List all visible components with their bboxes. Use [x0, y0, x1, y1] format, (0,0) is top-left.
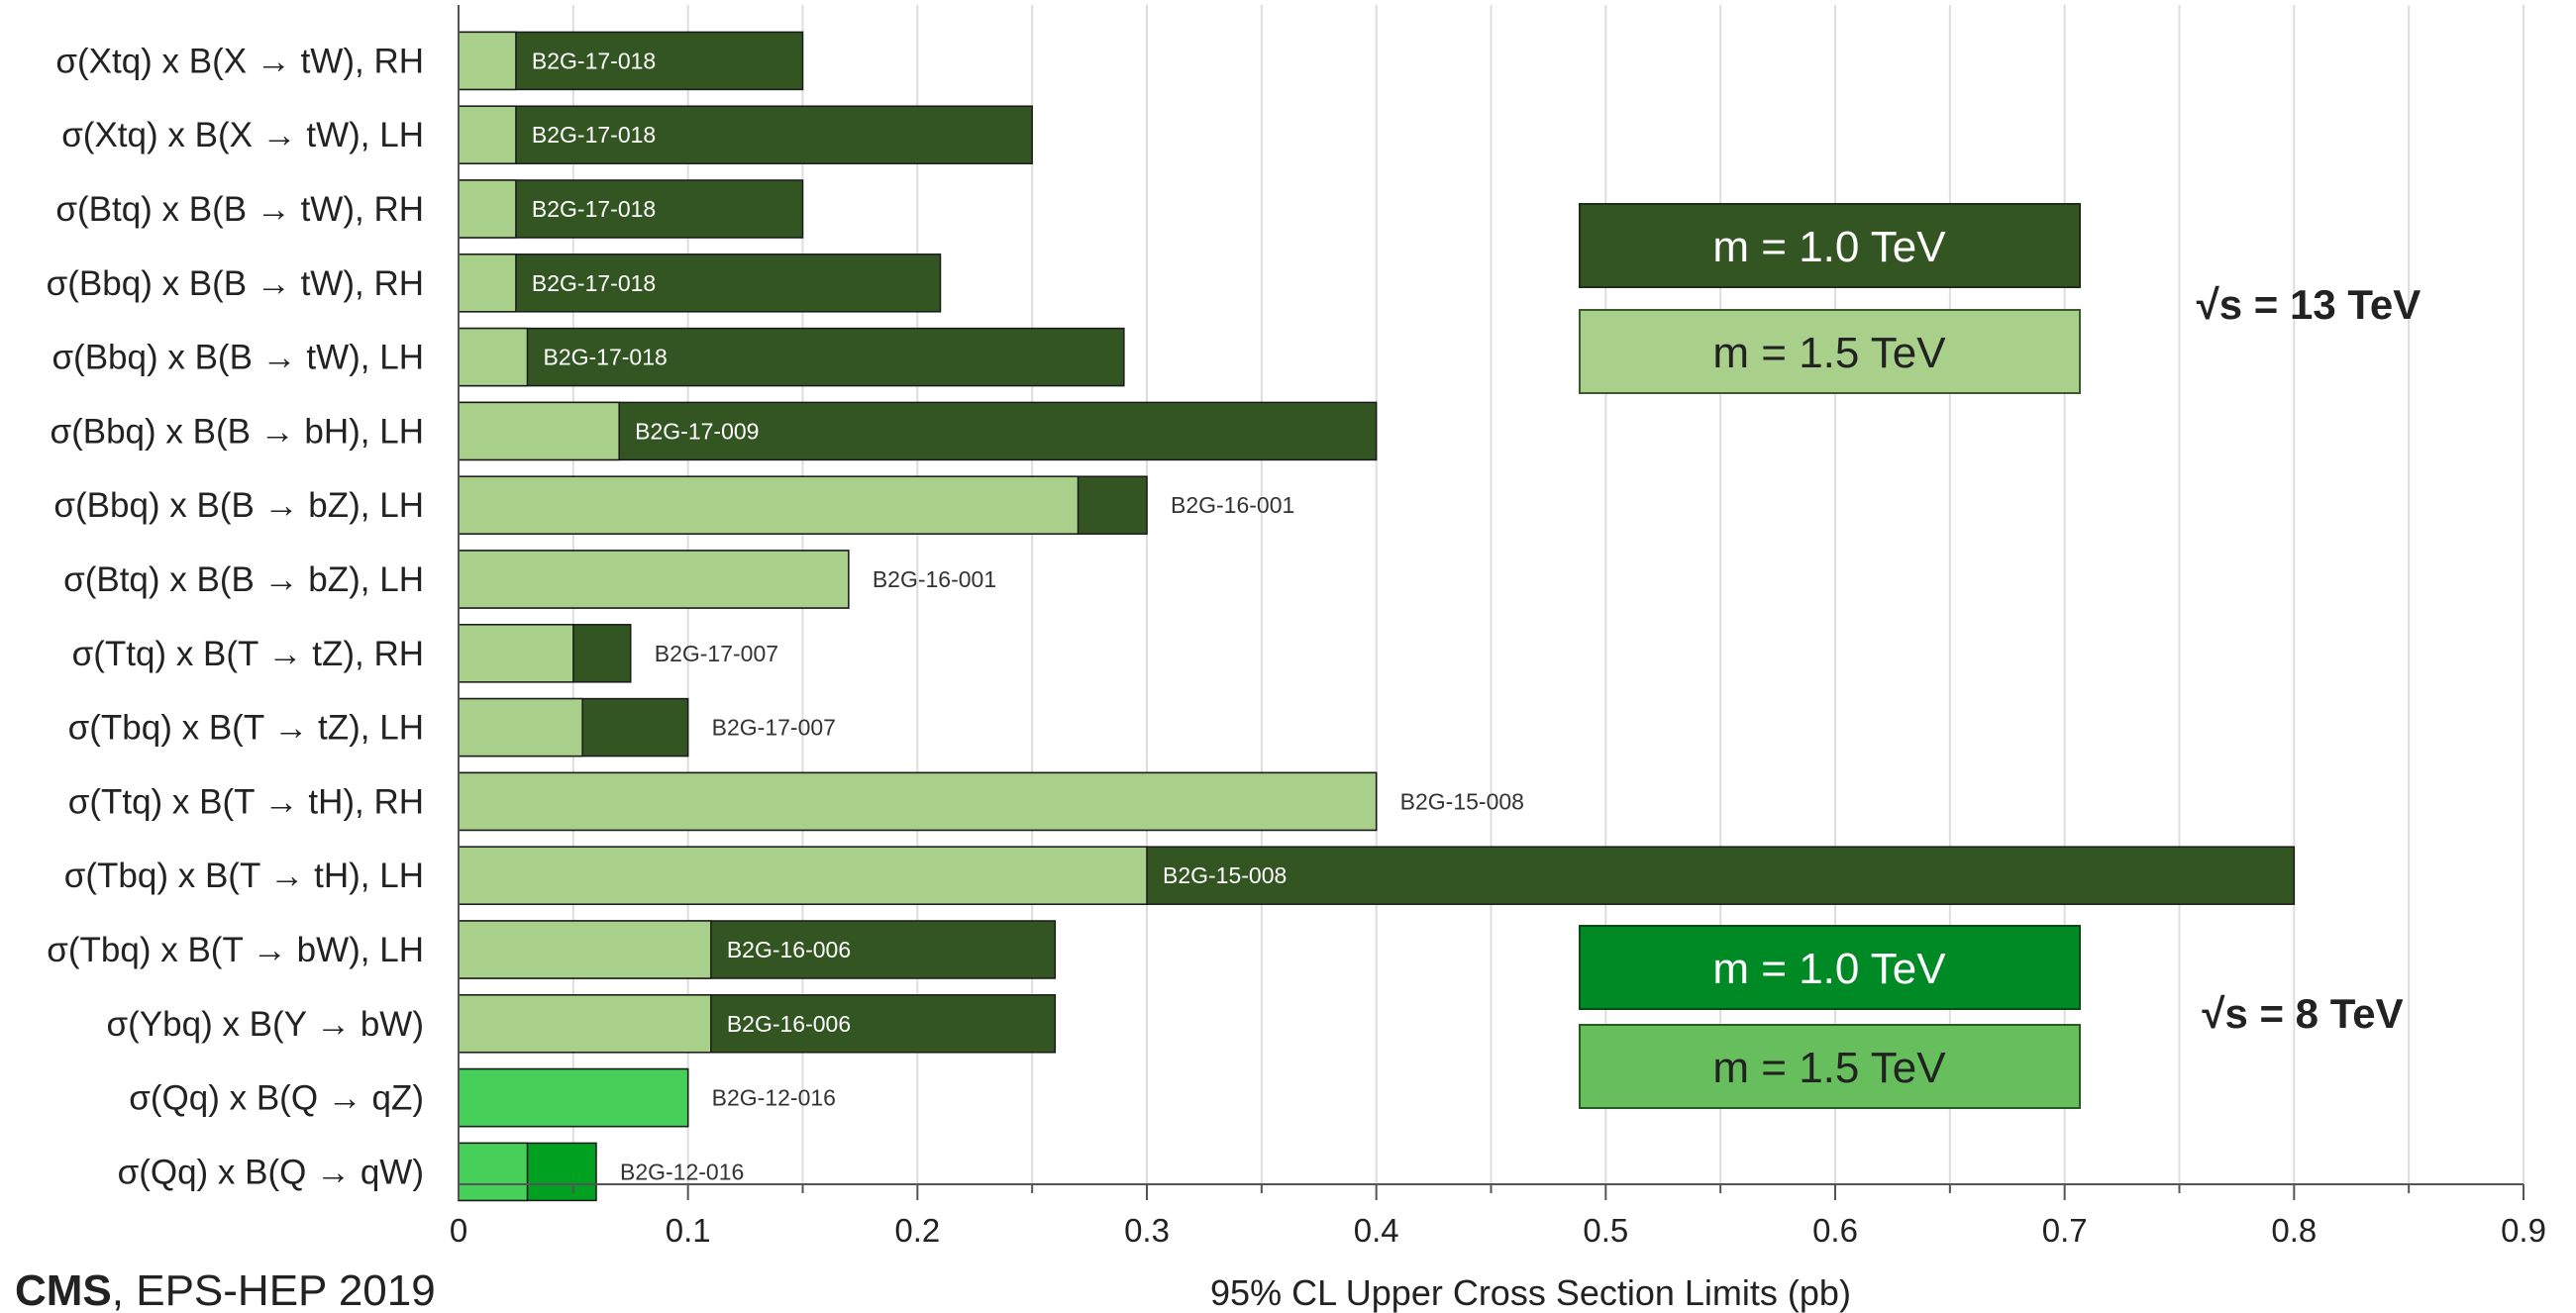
legend-13tev: m = 1.0 TeV m = 1.5 TeV √s = 13 TeV	[1579, 203, 2421, 394]
legend-13-dark-label: m = 1.0 TeV	[1712, 223, 1946, 271]
bar-m1500	[458, 327, 529, 387]
bar-m1500	[458, 771, 1378, 832]
row-label: σ(Bbq) x B(B → bH), LH	[50, 412, 424, 451]
bar-m1500	[458, 31, 517, 91]
row-label: σ(Tbq) x B(T → tZ), LH	[68, 709, 424, 748]
row-label: σ(Btq) x B(B → bZ), LH	[63, 560, 424, 599]
legend-8-light-label: m = 1.5 TeV	[1712, 1044, 1946, 1092]
x-tick-label: 0.8	[2271, 1212, 2317, 1249]
x-tick-label: 0.4	[1354, 1212, 1399, 1249]
analysis-tag-label: B2G-17-018	[544, 345, 668, 370]
x-tick-label: 0	[450, 1212, 467, 1249]
bar-m1500	[458, 1067, 689, 1128]
row-label: σ(Tbq) x B(T → tH), LH	[64, 857, 424, 895]
row-label: σ(Btq) x B(B → tW), RH	[55, 190, 424, 229]
legend-8-light-swatch	[1579, 1024, 2081, 1109]
bar-m1500	[458, 550, 850, 609]
bar-m1500	[458, 846, 1148, 905]
legend-13-light-swatch	[1579, 309, 2081, 394]
x-tick-label: 0.7	[2042, 1212, 2088, 1249]
bar-m1000	[458, 327, 1125, 387]
row-label: σ(Bbq) x B(B → tW), LH	[52, 339, 424, 377]
bar-m1500	[458, 105, 517, 164]
analysis-tag-label: B2G-17-018	[532, 196, 656, 222]
analysis-tag-label: B2G-15-008	[1163, 862, 1287, 888]
bar-m1500	[458, 920, 712, 979]
row-label: σ(Bbq) x B(B → bZ), LH	[53, 486, 424, 525]
bar-m1500	[458, 994, 712, 1054]
footer-caption: CMS, EPS-HEP 2019	[15, 1266, 436, 1313]
analysis-tag-label: B2G-16-006	[727, 1011, 851, 1037]
row-label: σ(Xtq) x B(X → tW), LH	[61, 116, 424, 154]
x-tick-label: 0.1	[666, 1212, 711, 1249]
row-label: σ(Xtq) x B(X → tW), RH	[55, 42, 424, 80]
analysis-tag-label: B2G-12-016	[620, 1159, 744, 1184]
x-axis: 0 0.1 0.2 0.3 0.4 0.5 0.6 0.7 0.8 0.9 95% CL Upper…	[450, 5, 2546, 1313]
legend-8tev: m = 1.0 TeV m = 1.5 TeV √s = 8 TeV	[1579, 925, 2404, 1109]
legend-13-dark-swatch	[1579, 203, 2081, 288]
row-labels: σ(Xtq) x B(X → tW), RH σ(Xtq) x B(X → tW)…	[47, 42, 424, 1191]
x-tick-label: 0.3	[1124, 1212, 1170, 1249]
row-label: σ(Qq) x B(Q → qW)	[118, 1153, 424, 1191]
row-label: σ(Ttq) x B(T → tH), RH	[68, 782, 424, 821]
analysis-tag-label: B2G-16-001	[873, 566, 996, 592]
legend-8-dark-swatch	[1579, 925, 2081, 1010]
bar-m1500	[458, 697, 583, 758]
energy-8tev-label: √s = 8 TeV	[2202, 990, 2403, 1037]
legend-8-dark-label: m = 1.0 TeV	[1712, 945, 1946, 993]
row-label: σ(Qq) x B(Q → qZ)	[129, 1079, 424, 1118]
x-tick-label: 0.5	[1583, 1212, 1628, 1249]
conference-name: , EPS-HEP 2019	[112, 1266, 436, 1313]
bar-m1500	[458, 253, 517, 313]
bar-m1500	[458, 1142, 529, 1202]
x-tick-label: 0.9	[2501, 1212, 2546, 1249]
experiment-name: CMS	[15, 1266, 112, 1313]
analysis-tag-label: B2G-17-007	[712, 715, 836, 741]
row-label: σ(Ttq) x B(T → tZ), RH	[72, 635, 424, 673]
x-axis-title: 95% CL Upper Cross Section Limits (pb)	[1210, 1272, 1851, 1313]
analysis-tag-label: B2G-15-008	[1400, 788, 1524, 814]
bar-m1500	[458, 624, 574, 683]
analysis-tag-label: B2G-17-007	[655, 641, 778, 666]
analysis-tag-label: B2G-17-009	[635, 418, 759, 444]
bar-m1000	[458, 105, 1033, 164]
x-tick-label: 0.6	[1812, 1212, 1858, 1249]
x-tick-label: 0.2	[894, 1212, 940, 1249]
row-label: σ(Ybq) x B(Y → bW)	[107, 1005, 424, 1044]
analysis-tag-label: B2G-16-001	[1171, 492, 1294, 518]
analysis-tag-label: B2G-12-016	[712, 1085, 836, 1111]
energy-13tev-label: √s = 13 TeV	[2197, 281, 2421, 328]
bar-m1500	[458, 475, 1080, 535]
legend-13-light-label: m = 1.5 TeV	[1712, 329, 1946, 377]
analysis-tag-label: B2G-16-006	[727, 937, 851, 962]
analysis-tag-label: B2G-17-018	[532, 122, 656, 148]
bar-m1500	[458, 179, 517, 239]
analysis-tag-label: B2G-17-018	[532, 270, 656, 296]
row-label: σ(Tbq) x B(T → bW), LH	[47, 931, 424, 969]
row-label: σ(Bbq) x B(B → tW), RH	[47, 264, 424, 303]
bar-m1500	[458, 401, 620, 461]
analysis-tag-label: B2G-17-018	[532, 48, 656, 73]
